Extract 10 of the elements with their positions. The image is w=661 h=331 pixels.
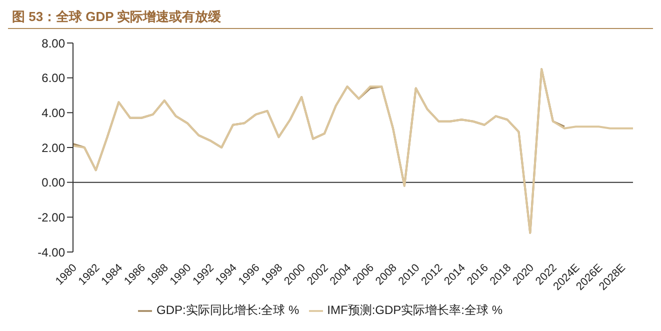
y-tick-label: 0.00 xyxy=(42,176,66,190)
y-tick-label: 8.00 xyxy=(42,36,66,50)
legend-label: GDP:实际同比增长:全球 % xyxy=(156,303,300,317)
y-tick-label: 4.00 xyxy=(42,106,66,120)
y-tick-label: -4.00 xyxy=(38,245,66,260)
y-tick-label: -2.00 xyxy=(38,210,66,224)
chart-title: 图 53：全球 GDP 实际增速或有放缓 xyxy=(8,8,653,29)
legend-label: IMF预测:GDP实际增长率:全球 % xyxy=(327,303,503,317)
y-tick-label: 2.00 xyxy=(42,140,66,155)
y-tick-label: 6.00 xyxy=(42,71,66,86)
